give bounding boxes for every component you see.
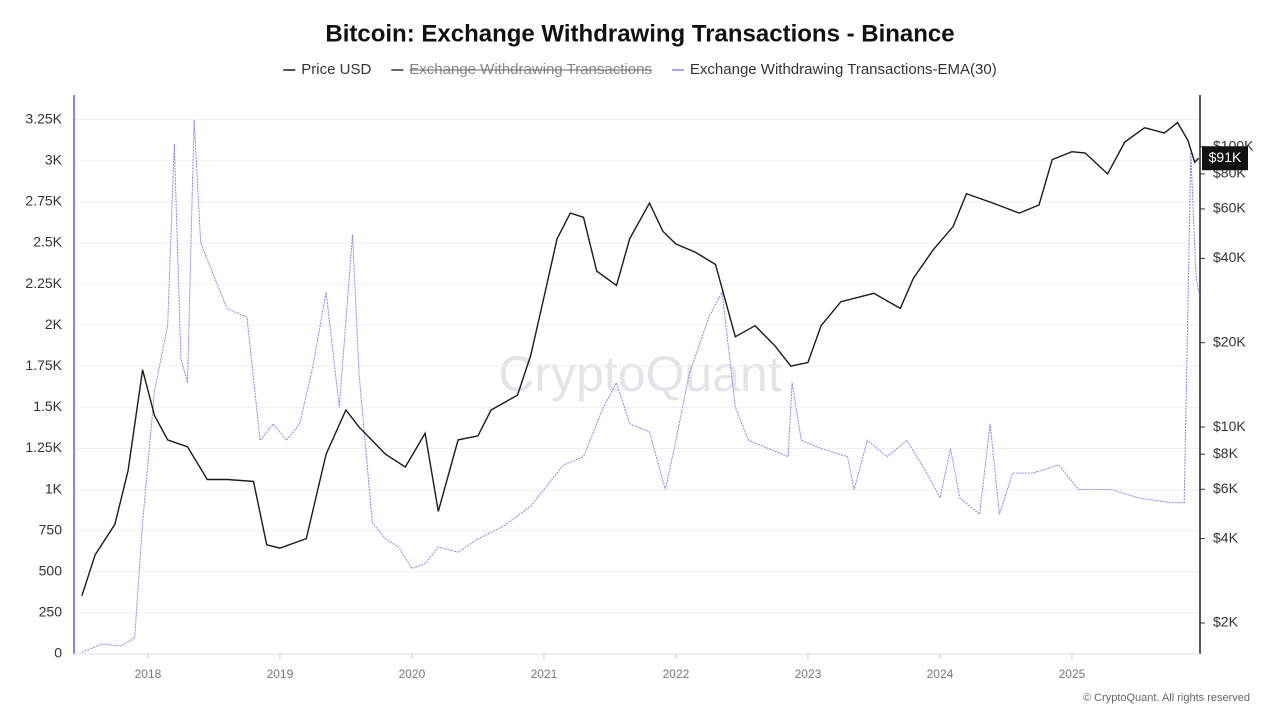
series-line <box>81 119 1200 653</box>
y-tick-label: 1.5K <box>33 398 62 414</box>
x-tick-label: 2025 <box>1059 667 1086 681</box>
legend-label[interactable]: Price USD <box>301 61 371 78</box>
series-line <box>81 121 1200 597</box>
y-tick-label: 250 <box>39 604 63 620</box>
y2-tick-label: $60K <box>1213 200 1246 216</box>
y2-tick-label: $10K <box>1213 418 1246 434</box>
x-tick-label: 2023 <box>795 667 822 681</box>
y-tick-label: 3.25K <box>25 110 62 126</box>
legend-label[interactable]: Exchange Withdrawing Transactions <box>409 61 652 78</box>
y2-tick-label: $8K <box>1213 445 1239 461</box>
chart-title: Bitcoin: Exchange Withdrawing Transactio… <box>325 20 954 47</box>
y-tick-label: 2.5K <box>33 234 62 250</box>
y-tick-label: 3K <box>45 151 63 167</box>
y2-tick-label: $4K <box>1213 529 1239 545</box>
x-tick-label: 2020 <box>399 667 426 681</box>
x-tick-label: 2019 <box>267 667 294 681</box>
price-tag <box>1202 146 1248 171</box>
y-tick-label: 1K <box>45 480 63 496</box>
copyright: © CryptoQuant. All rights reserved <box>1083 692 1250 704</box>
y2-tick-label: $20K <box>1213 333 1246 349</box>
y2-tick-label: $40K <box>1213 249 1246 265</box>
y-tick-label: 750 <box>39 521 63 537</box>
watermark: CryptoQuant <box>498 346 782 402</box>
x-tick-label: 2021 <box>531 667 558 681</box>
x-tick-label: 2022 <box>663 667 690 681</box>
x-tick-label: 2018 <box>135 667 162 681</box>
y-tick-label: 0 <box>54 645 62 661</box>
y-tick-label: 1.25K <box>25 439 62 455</box>
y-tick-label: 2K <box>45 316 63 332</box>
y-tick-label: 500 <box>39 562 63 578</box>
x-tick-label: 2024 <box>927 667 954 681</box>
y-tick-label: 2.25K <box>25 275 62 291</box>
y2-tick-label: $2K <box>1213 614 1239 630</box>
y2-tick-label: $6K <box>1213 480 1239 496</box>
y-tick-label: 1.75K <box>25 357 62 373</box>
y-tick-label: 2.75K <box>25 193 62 209</box>
price-tag-label: $91K <box>1209 149 1242 165</box>
legend-label[interactable]: Exchange Withdrawing Transactions-EMA(30… <box>690 61 997 78</box>
